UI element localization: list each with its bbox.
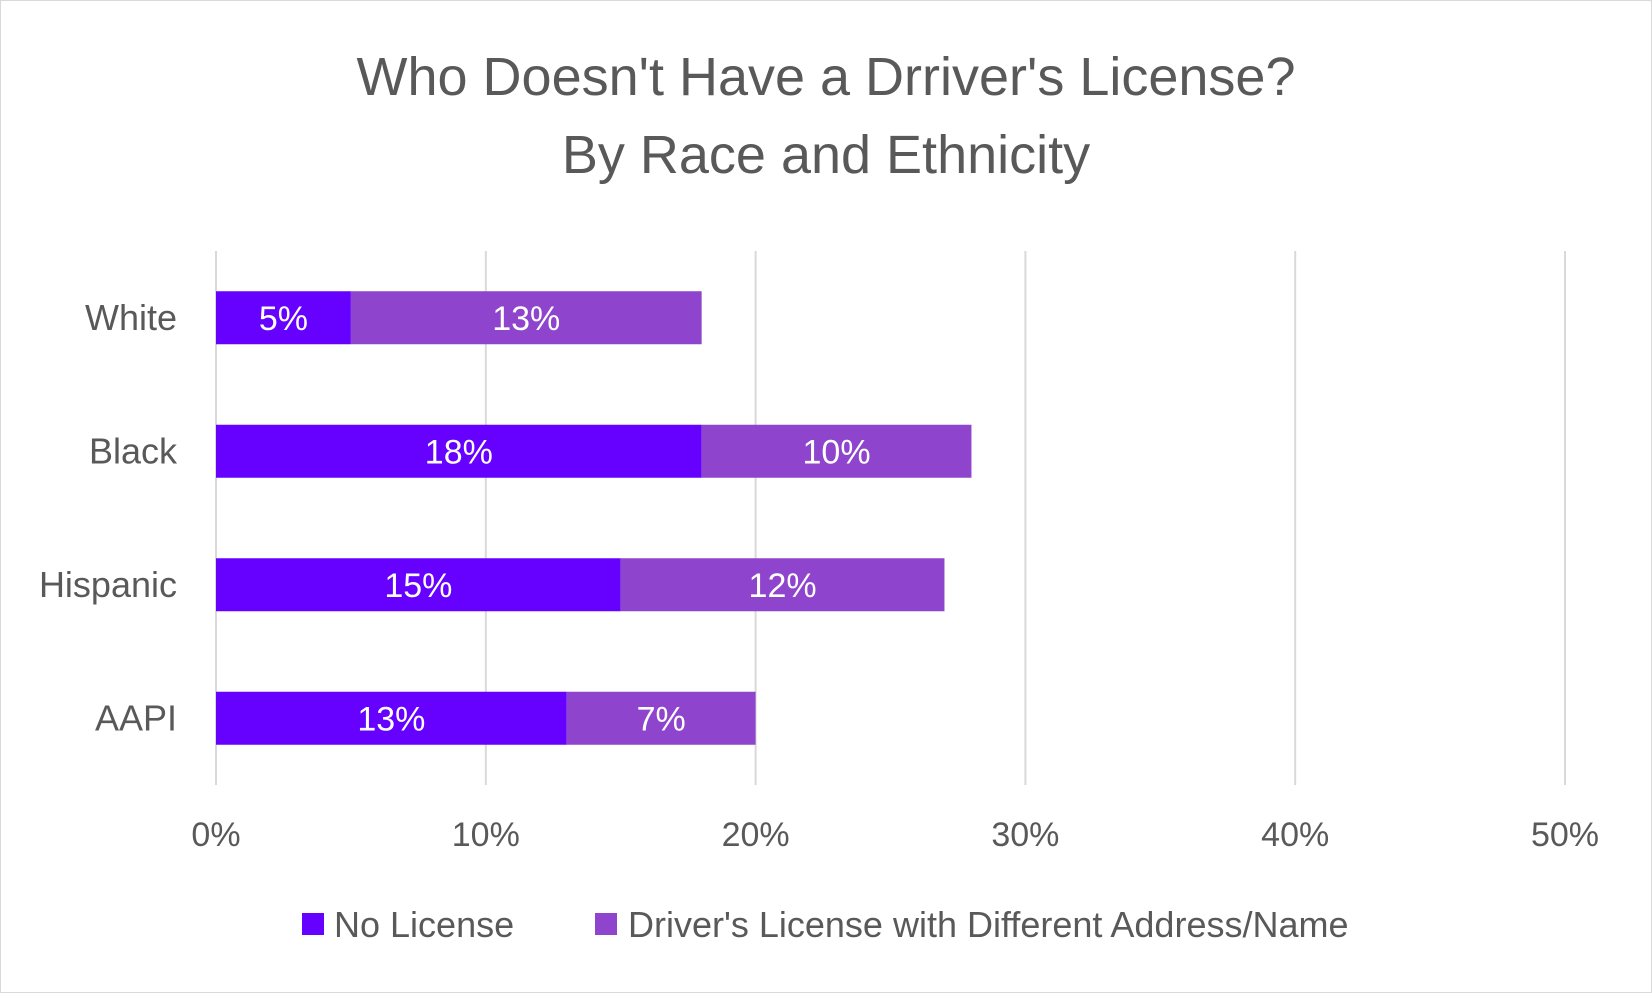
x-tick-label: 30%	[991, 816, 1059, 854]
bar-aapi-series-2	[566, 691, 756, 745]
data-label-white-series-2: 13%	[492, 300, 560, 338]
x-tick-label: 0%	[191, 816, 240, 854]
bar-hispanic-series-2	[620, 558, 945, 612]
x-tick-label: 50%	[1531, 816, 1599, 854]
legend: No License Driver's License with Differen…	[302, 904, 1349, 945]
bar-white-series-2	[350, 291, 702, 345]
bar-black-series-1	[216, 424, 702, 478]
bar-hispanic-series-1	[216, 558, 621, 612]
x-axis-tick-labels: 0% 10% 20% 30% 40% 50%	[191, 816, 1599, 854]
bar-white-series-1	[216, 291, 351, 345]
category-label-white: White	[85, 297, 177, 338]
legend-label-series-2: Driver's License with Different Address/…	[628, 904, 1349, 945]
data-label-hispanic-series-1: 15%	[384, 567, 452, 605]
category-label-black: Black	[89, 430, 178, 471]
data-labels: 5% 13% 18% 10% 15% 12% 13% 7%	[259, 300, 871, 739]
data-label-white-series-1: 5%	[259, 300, 308, 338]
bars	[216, 291, 972, 745]
chart-title-line-2: By Race and Ethnicity	[562, 125, 1090, 185]
x-tick-label: 10%	[452, 816, 520, 854]
chart-title-line-1: Who Doesn't Have a Drriver's License?	[357, 47, 1296, 107]
legend-label-series-1: No License	[334, 904, 514, 945]
data-label-aapi-series-2: 7%	[637, 700, 686, 738]
data-label-black-series-1: 18%	[425, 433, 493, 471]
x-tick-label: 20%	[722, 816, 790, 854]
legend-swatch-series-2	[595, 913, 617, 935]
data-label-aapi-series-1: 13%	[357, 700, 425, 738]
x-tick-label: 40%	[1261, 816, 1329, 854]
bar-black-series-2	[701, 424, 972, 478]
legend-swatch-series-1	[302, 913, 324, 935]
category-label-hispanic: Hispanic	[39, 564, 177, 605]
data-label-hispanic-series-2: 12%	[749, 567, 817, 605]
data-label-black-series-2: 10%	[803, 433, 871, 471]
category-label-aapi: AAPI	[95, 697, 177, 738]
y-axis-category-labels: White Black Hispanic AAPI	[39, 297, 178, 739]
bar-aapi-series-1	[216, 691, 567, 745]
